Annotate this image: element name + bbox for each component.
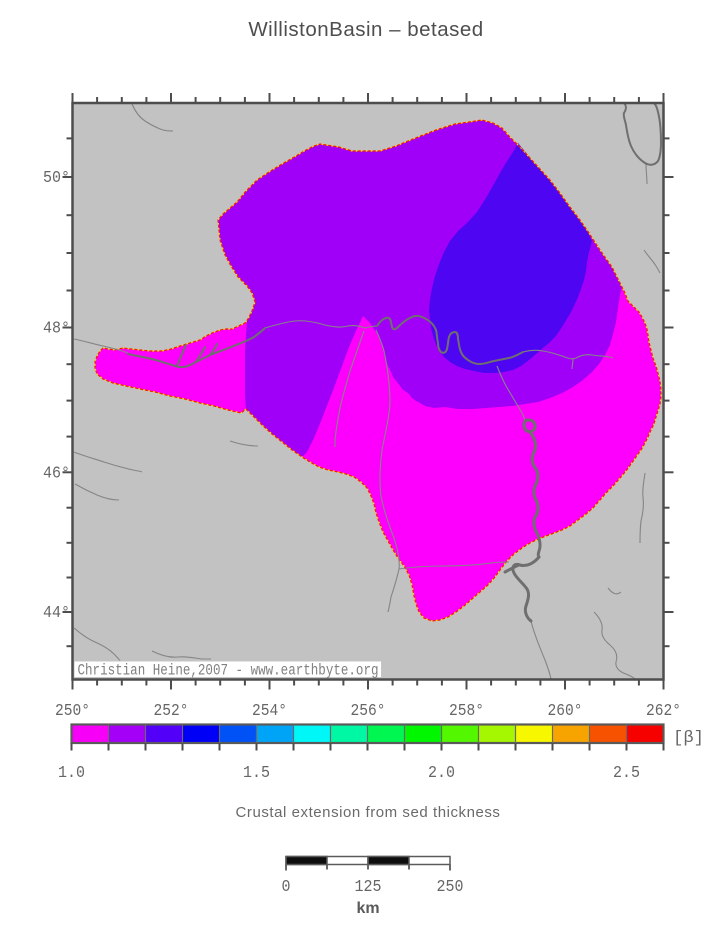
svg-text:44°: 44° <box>43 603 70 622</box>
svg-text:250: 250 <box>437 877 464 896</box>
svg-text:254°: 254° <box>252 701 287 720</box>
svg-text:258°: 258° <box>449 701 484 720</box>
svg-text:260°: 260° <box>548 701 583 720</box>
svg-text:km: km <box>356 900 379 917</box>
svg-text:125: 125 <box>355 877 382 896</box>
svg-text:50°: 50° <box>43 168 70 187</box>
svg-text:0: 0 <box>282 877 291 896</box>
svg-text:256°: 256° <box>351 701 386 720</box>
svg-text:Christian Heine,2007 - www.ear: Christian Heine,2007 - www.earthbyte.org <box>78 662 379 680</box>
svg-text:1.5: 1.5 <box>243 763 270 782</box>
svg-text:46°: 46° <box>43 464 70 483</box>
svg-text:Crustal extension from sed thi: Crustal extension from sed thickness <box>236 804 501 821</box>
svg-text:48°: 48° <box>43 319 70 338</box>
svg-text:WillistonBasin – betased: WillistonBasin – betased <box>248 18 483 41</box>
svg-text:[β]: [β] <box>673 728 704 747</box>
svg-text:1.0: 1.0 <box>58 763 85 782</box>
svg-text:2.0: 2.0 <box>428 763 455 782</box>
svg-text:2.5: 2.5 <box>613 763 640 782</box>
svg-text:262°: 262° <box>646 701 681 720</box>
svg-text:250°: 250° <box>55 701 90 720</box>
svg-text:252°: 252° <box>154 701 189 720</box>
